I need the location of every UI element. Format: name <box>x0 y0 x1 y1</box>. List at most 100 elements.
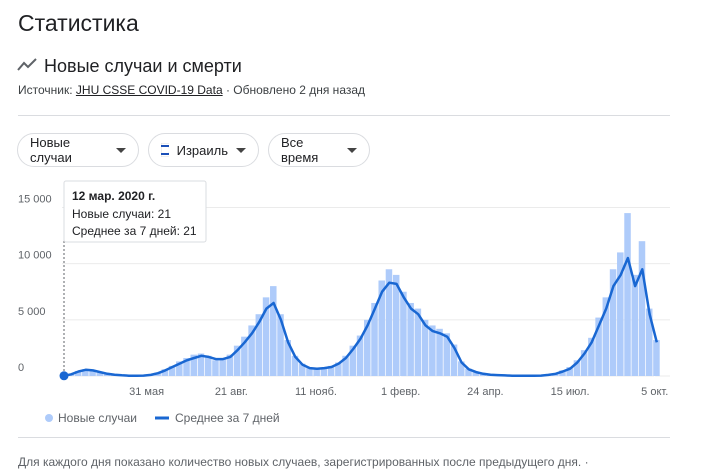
dropdown-label: Израиль <box>176 142 228 158</box>
trend-icon <box>17 58 37 71</box>
bar <box>559 370 566 376</box>
line <box>63 256 659 378</box>
range-dropdown[interactable]: Все время <box>268 133 370 167</box>
y-tick-label: 15 000 <box>18 193 52 205</box>
bar <box>573 360 581 376</box>
legend-label: Среднее за 7 дней <box>175 411 280 425</box>
bar <box>349 345 357 376</box>
bar <box>248 325 255 376</box>
bar <box>457 361 465 376</box>
x-tick-label: 11 нояб. <box>295 386 337 398</box>
bar <box>421 319 429 376</box>
hover-point <box>59 371 69 381</box>
bar <box>588 337 595 376</box>
bar <box>176 361 183 376</box>
bar <box>342 355 349 376</box>
bar <box>385 269 393 376</box>
y-tick-label: 5 000 <box>18 306 46 318</box>
updated: · Обновлено 2 дня назад <box>225 83 366 97</box>
bar <box>161 369 169 376</box>
bar <box>82 369 89 376</box>
legend-label: Новые случаи <box>58 411 137 425</box>
bar <box>255 314 263 376</box>
bar <box>472 371 479 376</box>
bar <box>298 363 306 376</box>
page-title: Статистика <box>18 10 139 36</box>
bar <box>168 365 176 376</box>
x-tick-label: 21 авг. <box>215 386 248 398</box>
bar <box>270 286 277 376</box>
bar <box>284 340 292 376</box>
bar <box>219 358 226 376</box>
bar <box>450 344 458 376</box>
bar <box>96 372 104 376</box>
bar <box>190 354 198 376</box>
x-tick-label: 31 мая <box>129 386 164 398</box>
dropdown-label: Все время <box>281 135 319 165</box>
source-line: Источник: JHU CSSE COVID-19 Data · Обнов… <box>18 83 365 97</box>
bar <box>414 308 422 376</box>
x-tick-label: 5 окт. <box>641 386 668 398</box>
y-tick-label: 0 <box>18 362 24 374</box>
separator <box>18 115 670 116</box>
metric-dropdown[interactable]: Новые случаи <box>17 133 139 167</box>
bar <box>653 340 660 376</box>
bar <box>306 368 313 376</box>
bar <box>436 328 443 376</box>
bar <box>335 362 342 376</box>
bar <box>262 297 270 376</box>
flag-icon <box>161 143 169 157</box>
bar <box>74 370 82 376</box>
tooltip-date: 12 мар. 2020 г. <box>72 189 155 203</box>
bar <box>392 274 400 376</box>
x-tick-label: 24 апр. <box>467 386 504 398</box>
source-label: Источник: <box>18 83 73 97</box>
tooltip-box <box>63 180 207 243</box>
bar <box>624 213 631 376</box>
bar <box>595 317 602 376</box>
bar <box>580 350 588 376</box>
bar <box>313 369 320 376</box>
x-tick-label: 15 июл. <box>551 386 590 398</box>
bar <box>609 269 617 376</box>
bar <box>645 308 653 376</box>
bar <box>465 368 472 376</box>
bar <box>212 360 219 376</box>
separator <box>18 437 670 438</box>
bar <box>378 280 385 376</box>
bar <box>277 314 284 376</box>
bar <box>602 297 610 376</box>
bar <box>226 354 234 376</box>
bar <box>400 291 407 376</box>
bar <box>183 358 190 376</box>
bar <box>371 302 378 376</box>
y-tick-label: 10 000 <box>18 250 52 262</box>
chart: 0 5 000 10 000 15 000 31 мая 21 авг. 11 нояб. 1… <box>18 180 670 425</box>
bar <box>291 355 299 376</box>
bar <box>320 367 328 376</box>
footnote: Для каждого дня показано количество новы… <box>18 455 589 469</box>
bar <box>241 336 248 376</box>
tooltip: 12 мар. 2020 г. Новые случаи: 21 Среднее з… <box>63 180 207 243</box>
bar <box>89 370 96 376</box>
bar <box>327 365 335 376</box>
bar <box>356 335 364 376</box>
bar <box>631 274 639 376</box>
bar <box>443 333 451 376</box>
bar <box>197 353 205 376</box>
dropdown-label: Новые случаи <box>30 135 72 165</box>
bar <box>617 252 624 376</box>
bar <box>407 302 414 376</box>
tooltip-line: Среднее за 7 дней: 21 <box>72 224 197 238</box>
section-title: Новые случаи и смерти <box>44 56 242 76</box>
bar <box>364 319 371 376</box>
country-dropdown[interactable]: Израиль <box>148 133 259 167</box>
bar <box>566 367 573 376</box>
bar <box>233 345 241 376</box>
bar <box>204 355 212 376</box>
legend-marker <box>45 414 53 422</box>
source-link[interactable]: JHU CSSE COVID-19 Data <box>75 83 223 97</box>
bar <box>429 325 436 376</box>
bar <box>638 241 646 376</box>
